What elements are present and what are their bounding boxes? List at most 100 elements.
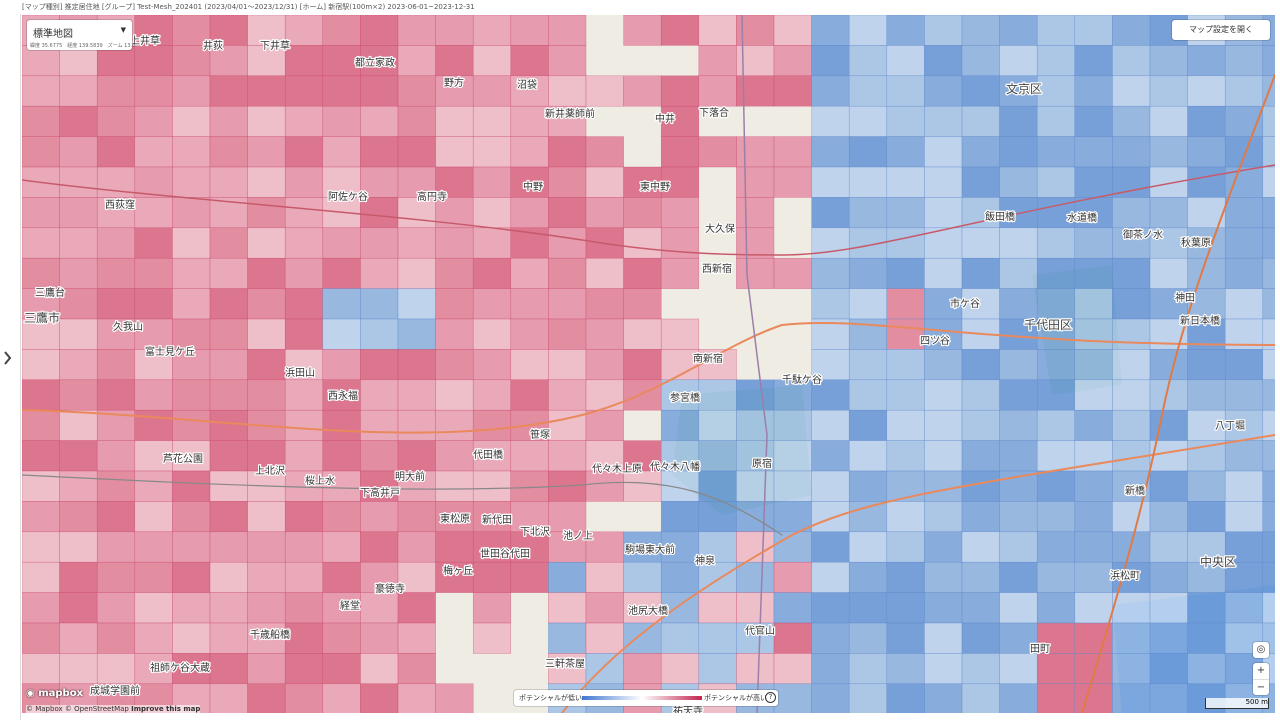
map-style-select[interactable]: 標準地図 ▼ 緯度 35.6775 経度 139.5839 ズーム 13.0 — [27, 20, 135, 50]
place-label: 御茶ノ水 — [1123, 228, 1163, 241]
mesh-cell — [360, 15, 399, 46]
mesh-cell — [811, 653, 850, 685]
mesh-cell — [360, 136, 399, 168]
geolocate-button[interactable]: ◎ — [1253, 642, 1269, 658]
mesh-cell — [59, 622, 98, 654]
mesh-cell — [548, 75, 587, 107]
mesh-cell — [848, 622, 888, 654]
place-label: 浜松町 — [1110, 569, 1140, 582]
mesh-cell — [1074, 561, 1113, 593]
mesh-cell — [1112, 105, 1151, 137]
mesh-cell — [284, 75, 324, 107]
place-label: 祖師ケ谷大蔵 — [150, 661, 210, 674]
mesh-cell — [548, 379, 587, 411]
place-label: 久我山 — [113, 321, 143, 333]
mesh-cell — [999, 136, 1038, 168]
mesh-cell — [360, 561, 399, 593]
mesh-cell — [1224, 440, 1264, 472]
mesh-cell — [209, 561, 248, 593]
mesh-cell — [886, 561, 925, 593]
mesh-cell — [172, 501, 211, 533]
mesh-cell — [322, 318, 361, 350]
mesh-cell — [773, 653, 812, 685]
mesh-cell — [660, 501, 700, 533]
help-icon[interactable]: ? — [765, 692, 776, 703]
mesh-cell — [209, 288, 248, 320]
mesh-cell — [698, 379, 737, 411]
mesh-cell — [811, 440, 850, 472]
mesh-cell — [435, 15, 474, 46]
mesh-cell — [172, 75, 211, 107]
zoom-in[interactable]: + — [1256, 665, 1266, 676]
mesh-cell — [1074, 105, 1113, 137]
mesh-cell — [435, 166, 474, 198]
mesh-cell — [660, 440, 700, 472]
mesh-cell — [660, 15, 700, 46]
mesh-cell — [472, 318, 512, 350]
mesh-cell — [1149, 622, 1188, 654]
mesh-cell — [510, 166, 549, 198]
mesh-cell — [811, 166, 850, 198]
mesh-cell — [999, 561, 1038, 593]
mesh-cell — [435, 318, 474, 350]
mesh-cell — [1036, 318, 1076, 350]
mesh-cell — [96, 561, 136, 593]
mesh-cell — [548, 166, 587, 198]
place-label: 世田谷代田 — [480, 548, 530, 560]
mesh-cell — [322, 470, 361, 502]
place-label: 南新宿 — [693, 352, 723, 365]
mesh-cell — [1112, 592, 1151, 624]
mesh-cell — [1262, 318, 1275, 350]
mesh-cell — [1224, 227, 1264, 259]
mesh-cell — [209, 653, 248, 685]
mesh-cell — [1149, 227, 1188, 259]
attribution-osm[interactable]: © OpenStreetMap — [64, 705, 129, 713]
place-label: 沼袋 — [517, 78, 537, 91]
zoom-out[interactable]: − — [1253, 679, 1269, 696]
mesh-cell — [134, 227, 173, 259]
mapbox-logo[interactable]: ◉ mapbox — [26, 688, 84, 699]
place-label: 東松原 — [440, 512, 470, 525]
mesh-cell — [284, 45, 324, 77]
mesh-cell — [886, 318, 925, 350]
mesh-cell — [961, 622, 1000, 654]
mesh-cell — [1112, 45, 1151, 77]
place-label: 参宮橋 — [670, 391, 700, 404]
sidebar-toggle[interactable] — [0, 14, 20, 720]
mesh-cell — [209, 501, 248, 533]
mesh-cell — [322, 653, 361, 685]
mesh-cell — [96, 318, 136, 350]
mesh-cell — [1149, 409, 1188, 441]
place-label: 代田橋 — [473, 448, 503, 461]
mesh-cell — [1036, 592, 1076, 624]
mesh-cell — [247, 653, 286, 685]
attribution-mapbox[interactable]: © Mapbox — [26, 705, 63, 713]
place-label: 八丁堀 — [1215, 420, 1245, 432]
mesh-cell — [1262, 409, 1275, 441]
mesh-cell — [172, 349, 211, 381]
mesh-cell — [1074, 197, 1113, 229]
mesh-cell — [360, 379, 399, 411]
mesh-cell — [172, 227, 211, 259]
mesh-cell — [961, 75, 1000, 107]
mesh-cell — [510, 136, 549, 168]
mesh-cell — [1074, 470, 1113, 502]
mesh-cell — [961, 531, 1000, 563]
mesh-cell — [247, 75, 286, 107]
place-label: 新日本橋 — [1180, 314, 1220, 327]
mesh-cell — [924, 75, 963, 107]
mesh-cell — [698, 470, 737, 502]
mesh-cell — [924, 683, 963, 713]
mesh-cell — [924, 409, 963, 441]
place-label: 新井薬師前 — [545, 107, 595, 120]
place-label: 笹塚 — [530, 428, 550, 441]
settings-button[interactable]: マップ設定を開く — [1172, 20, 1270, 40]
mesh-cell — [510, 257, 549, 289]
mesh-cell — [1112, 683, 1151, 713]
attribution-improve[interactable]: Improve this map — [131, 705, 201, 713]
mesh-cell — [1112, 257, 1151, 289]
mesh-cell — [1074, 653, 1113, 685]
mesh-cell — [172, 166, 211, 198]
mesh-cell — [22, 622, 60, 654]
